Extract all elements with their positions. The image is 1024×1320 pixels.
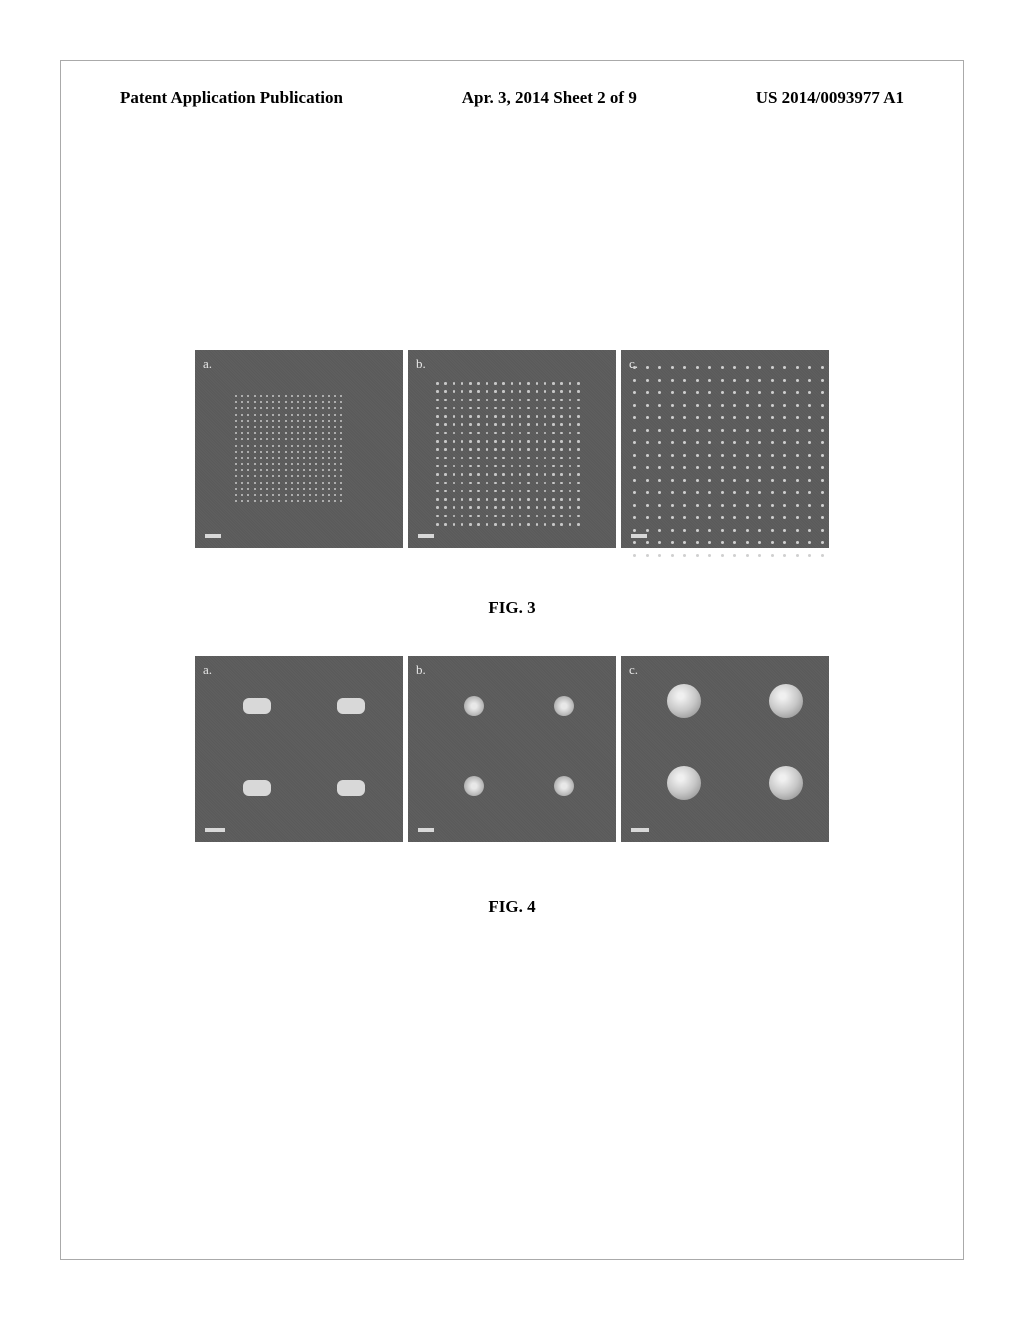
microarray-grid [436, 382, 580, 526]
figure-3-panel-2: c. [621, 350, 829, 548]
figure-3-caption: FIG. 3 [195, 598, 829, 618]
scalebar [205, 534, 221, 538]
content-area: a. b. c. FIG. 3 a. b. c. FIG. 4 [195, 350, 829, 917]
microarray-grid [235, 395, 342, 502]
microarray-grid [633, 366, 824, 557]
panel-label: a. [203, 356, 212, 372]
figure-4-panel-2: c. [621, 656, 829, 842]
microarray-spot [769, 766, 803, 800]
panel-label: a. [203, 662, 212, 678]
microarray-spot [554, 696, 574, 716]
microarray-spot [554, 776, 574, 796]
microarray-spot [243, 698, 271, 714]
microarray-spot [337, 698, 365, 714]
header-center: Apr. 3, 2014 Sheet 2 of 9 [462, 88, 637, 108]
scalebar [205, 828, 225, 832]
figure-3-panel-0: a. [195, 350, 403, 548]
page-header: Patent Application Publication Apr. 3, 2… [120, 88, 904, 108]
scalebar [418, 534, 434, 538]
figure-3-panel-1: b. [408, 350, 616, 548]
panel-label: b. [416, 356, 426, 372]
microarray-spot [243, 780, 271, 796]
microarray-spot [464, 776, 484, 796]
figure-4-caption: FIG. 4 [195, 897, 829, 917]
header-left: Patent Application Publication [120, 88, 343, 108]
figure-4-panel-0: a. [195, 656, 403, 842]
figure-4-row: a. b. c. [195, 656, 829, 842]
scalebar [631, 828, 649, 832]
microarray-spot [667, 684, 701, 718]
panel-label: c. [629, 662, 638, 678]
microarray-spot [464, 696, 484, 716]
figure-4-panel-1: b. [408, 656, 616, 842]
header-right: US 2014/0093977 A1 [756, 88, 904, 108]
microarray-spot [667, 766, 701, 800]
microarray-spot [337, 780, 365, 796]
scalebar [418, 828, 434, 832]
microarray-spot [769, 684, 803, 718]
figure-3-row: a. b. c. [195, 350, 829, 548]
panel-label: b. [416, 662, 426, 678]
